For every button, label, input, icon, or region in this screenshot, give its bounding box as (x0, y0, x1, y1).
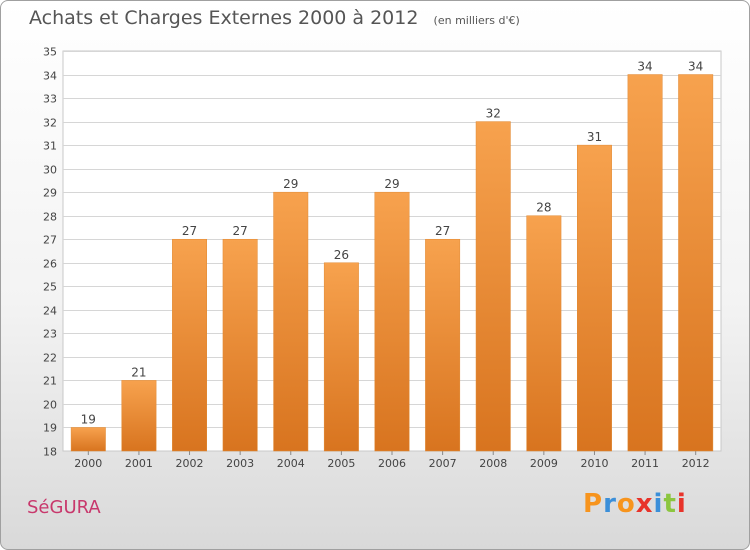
bar (172, 238, 207, 452)
y-tick-label: 19 (43, 422, 57, 435)
x-tick-label: 2012 (682, 457, 710, 470)
y-tick-label: 28 (43, 211, 57, 224)
chart-title-block: Achats et Charges Externes 2000 à 2012 (… (29, 7, 520, 29)
y-tick-label: 22 (43, 352, 57, 365)
bar (627, 74, 663, 452)
bar (121, 380, 157, 452)
y-tick-label: 21 (43, 375, 57, 388)
bar-value-label: 34 (688, 60, 703, 74)
y-tick-label: 24 (43, 305, 57, 318)
logo-letter: o (616, 489, 636, 519)
y-tick-label: 30 (43, 164, 57, 177)
y-tick-label: 31 (43, 140, 57, 153)
bar (577, 144, 612, 452)
x-tick-label: 2002 (176, 457, 204, 470)
y-tick-label: 29 (43, 187, 57, 200)
bar-value-label: 28 (536, 201, 551, 215)
bar (425, 238, 461, 452)
y-tick-label: 18 (43, 446, 57, 459)
x-tick-label: 2004 (277, 457, 305, 470)
y-tick-label: 23 (43, 328, 57, 341)
bar-value-label: 26 (334, 248, 349, 262)
bar (323, 262, 359, 452)
bar-value-label: 27 (182, 224, 197, 238)
bar (678, 74, 714, 452)
bar-value-label: 32 (486, 107, 501, 121)
bar (222, 238, 258, 452)
logo-letter: i (676, 489, 687, 519)
bar-value-label: 27 (233, 224, 248, 238)
x-tick-label: 2001 (125, 457, 153, 470)
y-tick-label: 26 (43, 258, 57, 271)
bar-value-label: 29 (384, 177, 399, 191)
y-tick-label: 25 (43, 281, 57, 294)
bar (273, 191, 309, 452)
x-tick-label: 2009 (530, 457, 558, 470)
bar (374, 191, 410, 452)
x-tick-label: 2011 (631, 457, 659, 470)
chart-title: Achats et Charges Externes 2000 à 2012 (29, 7, 419, 29)
y-tick-label: 32 (43, 117, 57, 130)
y-axis: 18 19 20 21 22 23 24 25 26 27 28 29 30 31 32 33 34 35 (43, 46, 57, 459)
bar-value-label: 19 (81, 412, 96, 426)
logo-letter: t (663, 489, 677, 519)
x-tick-label: 2007 (429, 457, 457, 470)
proxiti-logo[interactable]: Proxiti (583, 489, 687, 519)
bar (70, 427, 106, 452)
y-tick-label: 34 (43, 70, 57, 83)
bar-value-label: 21 (131, 365, 146, 379)
y-tick-label: 33 (43, 93, 57, 106)
bar-value-label: 34 (637, 60, 652, 74)
logo-letter: P (583, 489, 604, 519)
x-tick-label: 2008 (479, 457, 507, 470)
chart-unit-note: (en milliers d'€) (433, 14, 520, 27)
commune-name: SéGURA (27, 497, 101, 518)
x-axis: 2000 2001 2002 2003 2004 2005 2006 2007 2008 2009… (74, 451, 710, 470)
bar-value-label: 31 (587, 130, 602, 144)
bar (475, 121, 511, 452)
logo-letter: r (603, 489, 617, 519)
x-tick-label: 2010 (580, 457, 608, 470)
x-tick-label: 2000 (74, 457, 102, 470)
x-tick-label: 2003 (226, 457, 254, 470)
x-tick-label: 2006 (378, 457, 406, 470)
logo-letter: x (635, 489, 654, 519)
bars (70, 74, 714, 452)
x-tick-label: 2005 (327, 457, 355, 470)
logo-letter: i (653, 489, 664, 519)
bar-value-label: 27 (435, 224, 450, 238)
bar (526, 215, 562, 452)
y-tick-label: 27 (43, 234, 57, 247)
bar-labels: 19 21 27 27 29 26 29 27 32 28 31 34 34 (81, 60, 704, 427)
bar-value-label: 29 (283, 177, 298, 191)
y-tick-label: 20 (43, 399, 57, 412)
y-tick-label: 35 (43, 46, 57, 59)
